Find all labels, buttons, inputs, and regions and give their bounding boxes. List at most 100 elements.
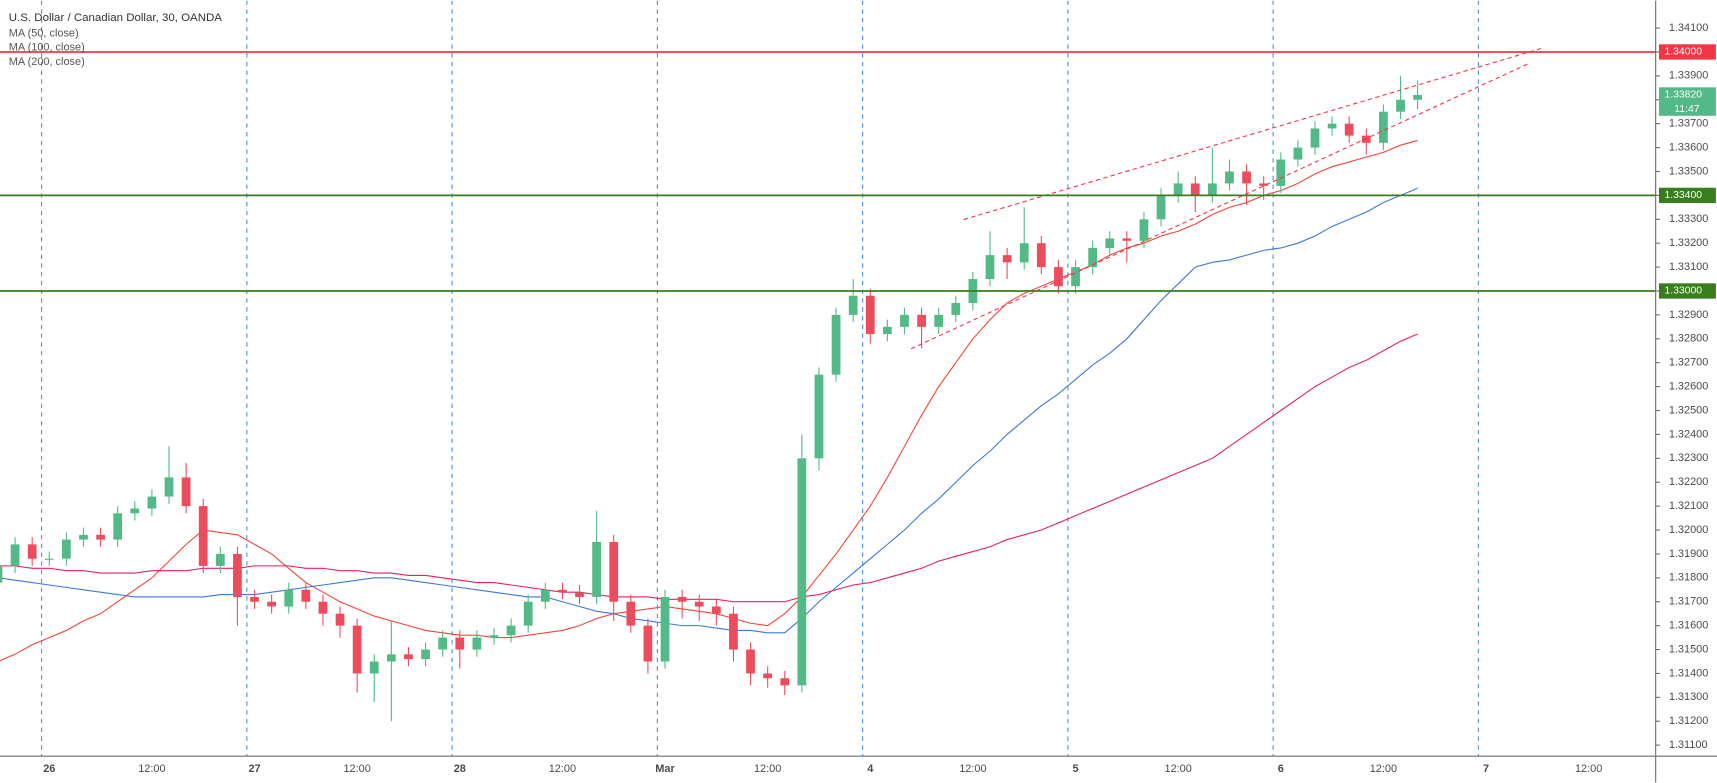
y-tick-label: 1.32900	[1669, 309, 1709, 321]
candle-body	[1293, 147, 1303, 160]
y-tick-label: 1.34100	[1669, 22, 1709, 34]
candle-body	[506, 625, 516, 636]
candle-body	[0, 565, 3, 583]
y-tick-label: 1.33600	[1669, 141, 1709, 153]
candle-body	[609, 541, 619, 602]
candle-body	[848, 295, 858, 315]
candle-body	[233, 553, 242, 597]
candle-body	[1225, 171, 1234, 184]
candle-body	[1361, 135, 1371, 143]
candle-body	[335, 613, 345, 626]
y-tick-label: 1.31300	[1669, 691, 1709, 703]
level-label: 1.33000	[1664, 286, 1702, 297]
candle-body	[404, 654, 413, 660]
y-tick-label: 1.33500	[1669, 165, 1709, 177]
candle-body	[711, 606, 721, 614]
candle-body	[198, 506, 208, 566]
y-tick-label: 1.31200	[1669, 715, 1709, 727]
last-price-label: 1.33820	[1664, 90, 1702, 101]
candle-body	[130, 508, 140, 514]
candle-body	[369, 661, 379, 674]
candle-body	[746, 649, 755, 674]
candle-body	[729, 613, 738, 650]
y-tick-label: 1.32500	[1669, 404, 1709, 416]
x-tick-label: 12:00	[959, 763, 986, 775]
candle-body	[1242, 171, 1251, 184]
y-tick-label: 1.31600	[1669, 620, 1709, 632]
channel-upper	[963, 47, 1545, 221]
candle-body	[44, 558, 54, 560]
candle-body	[1019, 243, 1029, 263]
x-tick-label: 12:00	[343, 763, 370, 775]
candle-body	[900, 314, 909, 327]
x-tick-label: 12:00	[1575, 763, 1602, 775]
candle-body	[352, 625, 362, 674]
candle-body	[1088, 247, 1098, 268]
level-layer	[0, 51, 1656, 292]
y-tick-label: 1.33200	[1669, 237, 1709, 249]
candle-body	[267, 601, 277, 607]
x-tick-label: 12:00	[754, 763, 781, 775]
x-tick-label: 28	[454, 763, 466, 775]
axis-layer: 1.31100 1.31200 1.31300 1.31400 1.31500 1.316…	[43, 22, 1708, 775]
y-tick-label: 1.32100	[1669, 500, 1709, 512]
grid-layer	[41, 0, 1479, 757]
legend: MA (50, close) MA (100, close) MA (200, cl…	[9, 27, 85, 67]
y-tick-label: 1.32600	[1669, 380, 1709, 392]
x-tick-label: 26	[43, 763, 55, 775]
candle-body	[489, 635, 499, 638]
candle-body	[1379, 111, 1388, 143]
candle-body	[917, 314, 926, 327]
candle-body	[472, 637, 482, 650]
level-label: 1.33400	[1664, 190, 1702, 201]
channel-lower	[910, 63, 1528, 350]
candle-body	[181, 477, 191, 507]
x-tick-label: 5	[1072, 763, 1078, 775]
countdown-label: 11:47	[1674, 104, 1699, 115]
candle-body	[386, 654, 396, 662]
badge-layer: 1.34000 1.33400 1.33000 1.33820 11:47	[1658, 44, 1716, 299]
y-tick-label: 1.33100	[1669, 261, 1709, 273]
x-tick-label: Mar	[655, 763, 675, 775]
candle-body	[215, 553, 225, 566]
candle-body	[1002, 255, 1012, 263]
candle-body	[421, 649, 430, 660]
candle-body	[814, 374, 824, 459]
candle-body	[643, 625, 653, 662]
candle-body	[660, 596, 670, 662]
y-tick-label: 1.31500	[1669, 643, 1709, 655]
candle-body	[96, 534, 105, 540]
x-tick-label: 12:00	[1164, 763, 1191, 775]
candle-body	[301, 589, 311, 602]
candle-body	[164, 477, 174, 497]
candle-body	[540, 589, 550, 602]
legend-entry: MA (200, close)	[9, 56, 85, 68]
candle-body	[865, 295, 875, 335]
x-tick-label: 27	[248, 763, 260, 775]
candle-body	[250, 596, 259, 602]
x-tick-label: 12:00	[549, 763, 576, 775]
candle-layer	[0, 75, 1423, 722]
y-tick-label: 1.32200	[1669, 476, 1709, 488]
y-tick-label: 1.31900	[1669, 548, 1709, 560]
level-badge	[1658, 283, 1716, 299]
candle-body	[985, 255, 995, 280]
x-tick-label: 4	[867, 763, 874, 775]
x-tick-label: 12:00	[138, 763, 165, 775]
candle-body	[1122, 238, 1132, 241]
x-tick-label: 6	[1278, 763, 1284, 775]
candle-body	[1105, 238, 1115, 248]
candle-body	[1310, 128, 1320, 148]
y-tick-label: 1.31400	[1669, 667, 1709, 679]
candle-body	[318, 601, 328, 614]
candle-body	[1344, 123, 1354, 136]
candle-body	[113, 513, 123, 540]
candle-body	[1413, 94, 1423, 100]
x-tick-label: 12:00	[1370, 763, 1397, 775]
candle-body	[575, 592, 584, 597]
candle-body	[1054, 267, 1063, 287]
y-tick-label: 1.32800	[1669, 333, 1709, 345]
y-tick-label: 1.31700	[1669, 596, 1709, 608]
candle-body	[592, 541, 601, 597]
